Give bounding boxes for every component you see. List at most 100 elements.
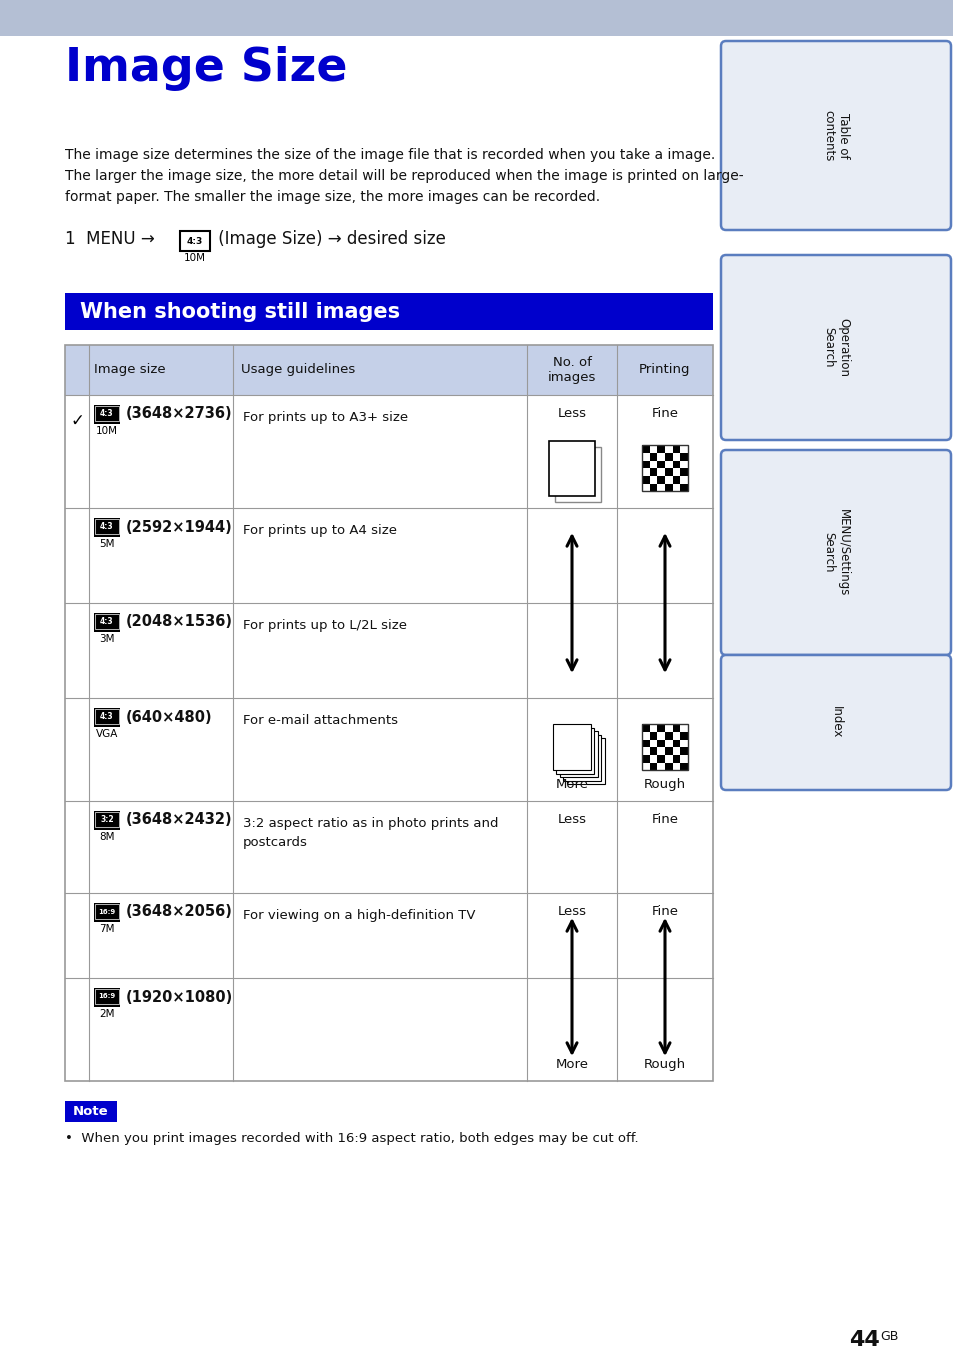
Text: 10M: 10M	[184, 253, 206, 263]
Bar	[94, 630, 120, 631]
Bar	[672, 732, 679, 739]
Bar	[94, 613, 120, 630]
Text: (2048×1536): (2048×1536)	[126, 615, 233, 630]
Bar	[95, 709, 119, 724]
Bar	[563, 735, 601, 780]
Text: Less: Less	[557, 407, 586, 420]
Text: 8M: 8M	[99, 832, 114, 842]
Text: 3:2: 3:2	[100, 815, 113, 824]
Bar	[180, 231, 210, 251]
Bar	[664, 453, 672, 461]
Bar	[641, 724, 687, 771]
Text: More: More	[555, 1058, 588, 1071]
Text: For prints up to L/2L size: For prints up to L/2L size	[243, 619, 407, 632]
Text: Fine: Fine	[651, 407, 678, 420]
Bar	[548, 441, 595, 496]
Bar	[641, 445, 687, 491]
Bar	[94, 988, 120, 1005]
Bar	[664, 756, 672, 763]
Bar	[95, 407, 119, 422]
Text: 5M: 5M	[99, 539, 114, 549]
Bar	[65, 345, 712, 1082]
Bar	[649, 461, 657, 468]
Bar	[566, 738, 604, 784]
Bar	[649, 453, 657, 461]
Bar	[641, 483, 649, 491]
Bar	[65, 345, 712, 396]
Bar	[657, 453, 664, 461]
Bar	[657, 763, 664, 771]
Text: Fine: Fine	[651, 813, 678, 826]
Bar	[679, 445, 687, 453]
Text: Less: Less	[557, 905, 586, 919]
Bar	[664, 445, 672, 453]
Text: 4:3: 4:3	[187, 237, 203, 245]
Text: Fine: Fine	[651, 905, 678, 919]
Bar	[657, 724, 664, 732]
Text: postcards: postcards	[243, 836, 308, 849]
Text: Table of
contents: Table of contents	[821, 110, 849, 162]
Text: 3:2 aspect ratio as in photo prints and: 3:2 aspect ratio as in photo prints and	[243, 817, 498, 830]
Bar	[679, 732, 687, 739]
Bar	[679, 763, 687, 771]
Text: 4:3: 4:3	[100, 712, 113, 721]
Bar	[679, 461, 687, 468]
Text: More: More	[555, 778, 588, 791]
Text: GB: GB	[879, 1331, 898, 1343]
Bar	[641, 747, 649, 756]
Text: The image size determines the size of the image file that is recorded when you t: The image size determines the size of th…	[65, 148, 715, 162]
Bar	[641, 763, 649, 771]
Bar	[641, 476, 649, 483]
Bar	[94, 920, 120, 921]
Bar	[94, 1005, 120, 1006]
Bar	[672, 747, 679, 756]
Text: Index: Index	[828, 706, 841, 739]
Bar	[672, 468, 679, 476]
Bar	[559, 731, 598, 778]
Bar	[672, 476, 679, 483]
Bar	[649, 739, 657, 747]
Text: MENU/Settings
Search: MENU/Settings Search	[821, 509, 849, 596]
Text: Note: Note	[73, 1105, 109, 1118]
Bar	[0, 0, 953, 36]
Text: For e-mail attachments: For e-mail attachments	[243, 715, 397, 727]
Bar	[672, 483, 679, 491]
Bar	[94, 517, 120, 535]
Text: 4:3: 4:3	[100, 617, 113, 626]
Bar	[679, 453, 687, 461]
Bar	[649, 763, 657, 771]
Text: 16:9: 16:9	[98, 909, 115, 914]
Text: (3648×2736): (3648×2736)	[126, 407, 233, 422]
Text: 3M: 3M	[99, 634, 114, 643]
Bar	[672, 445, 679, 453]
Text: 16:9: 16:9	[98, 994, 115, 999]
Bar	[672, 461, 679, 468]
Bar	[95, 615, 119, 628]
Bar	[657, 732, 664, 739]
Bar	[555, 446, 600, 502]
Text: 10M: 10M	[96, 426, 118, 435]
Bar	[664, 724, 672, 732]
Text: Rough: Rough	[643, 1058, 685, 1071]
Bar	[672, 756, 679, 763]
Bar	[649, 445, 657, 453]
Bar	[679, 756, 687, 763]
Text: Usage guidelines: Usage guidelines	[241, 364, 355, 376]
Text: For viewing on a high-definition TV: For viewing on a high-definition TV	[243, 909, 475, 921]
Text: No. of
images: No. of images	[547, 356, 596, 383]
Text: 44: 44	[848, 1331, 879, 1350]
Bar	[94, 708, 120, 726]
Bar	[553, 724, 590, 771]
Text: VGA: VGA	[95, 730, 118, 739]
Bar	[649, 483, 657, 491]
Bar	[94, 828, 120, 830]
Bar	[664, 763, 672, 771]
Bar	[679, 476, 687, 483]
Bar	[94, 810, 120, 828]
Bar	[65, 293, 712, 330]
Bar	[657, 468, 664, 476]
Bar	[679, 747, 687, 756]
Bar	[94, 535, 120, 537]
Text: Rough: Rough	[643, 778, 685, 791]
Text: (Image Size) → desired size: (Image Size) → desired size	[213, 230, 445, 248]
